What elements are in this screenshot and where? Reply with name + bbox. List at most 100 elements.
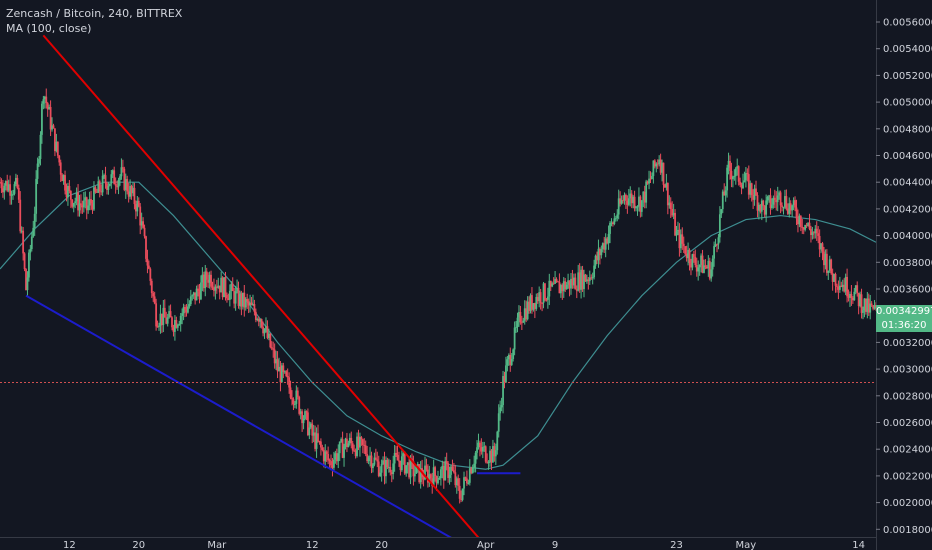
candle <box>194 292 197 305</box>
candle <box>7 179 10 193</box>
candle <box>460 490 463 503</box>
candle <box>773 189 776 208</box>
candle <box>837 280 840 300</box>
candle <box>114 177 117 194</box>
candle <box>578 263 581 293</box>
candle <box>694 249 697 268</box>
candle <box>536 293 539 304</box>
time-tick-label: Apr <box>477 540 495 550</box>
drawings-layer[interactable] <box>0 34 876 550</box>
candle <box>231 277 234 292</box>
candle <box>341 431 344 459</box>
candle <box>240 290 243 316</box>
candle <box>399 460 402 476</box>
candle <box>864 298 867 315</box>
candle <box>818 229 821 258</box>
candle <box>36 157 39 185</box>
candle <box>113 166 116 185</box>
candle <box>202 271 205 292</box>
price-tick-label: 0.00280000 <box>883 391 932 402</box>
candle <box>805 222 808 229</box>
candle <box>298 395 301 416</box>
candle <box>385 456 387 484</box>
candle <box>782 206 785 215</box>
candle <box>747 165 750 200</box>
price-axis[interactable]: 0.00180000 0.00200000 0.00220000 0.00240000… <box>876 0 932 550</box>
candle <box>701 249 704 274</box>
candle <box>684 246 687 256</box>
candle <box>304 409 306 421</box>
candle <box>282 362 285 379</box>
price-tick-label: 0.00540000 <box>883 44 932 55</box>
candle <box>623 192 626 205</box>
symbol-title[interactable]: Zencash / Bitcoin, 240, BITTREX <box>6 7 183 20</box>
price-tick-label: 0.00380000 <box>883 258 932 269</box>
candle <box>776 186 779 212</box>
candle <box>662 162 665 192</box>
candle <box>574 273 577 290</box>
candle <box>525 300 528 323</box>
candle <box>862 306 864 320</box>
candle <box>201 267 204 292</box>
candle <box>493 442 496 462</box>
candle <box>581 265 584 292</box>
candle <box>859 291 861 308</box>
candle <box>513 321 516 356</box>
candle <box>496 430 499 455</box>
candle <box>632 194 635 209</box>
candle <box>492 439 494 463</box>
indicator-label[interactable]: MA (100, close) <box>6 22 92 35</box>
candle <box>801 218 804 234</box>
candle <box>477 433 480 450</box>
candle <box>733 169 736 181</box>
candle <box>392 455 395 480</box>
candle <box>191 294 194 301</box>
candle <box>708 257 711 281</box>
candle <box>119 174 121 186</box>
candle <box>596 251 598 264</box>
candle <box>312 425 315 443</box>
candle <box>29 244 32 261</box>
candle <box>74 197 77 209</box>
candle <box>528 296 530 314</box>
candle <box>590 274 593 280</box>
candle <box>692 250 695 263</box>
candle <box>43 95 46 109</box>
candle <box>123 166 126 192</box>
candle <box>338 441 341 461</box>
time-axis[interactable]: 12 20 Mar 12 20 Apr 9 23 May 14 <box>0 537 876 550</box>
candle <box>743 171 746 183</box>
candle <box>610 218 613 227</box>
candle <box>736 158 739 176</box>
candle <box>710 262 713 282</box>
candle <box>675 225 678 242</box>
candle <box>769 188 772 215</box>
candle <box>434 465 437 482</box>
candle <box>396 445 399 461</box>
candle <box>798 213 801 228</box>
candle <box>557 280 559 283</box>
candle <box>263 328 266 339</box>
time-tick-label: 12 <box>306 540 319 550</box>
candle <box>691 253 694 271</box>
candle <box>674 209 676 237</box>
candle <box>697 260 700 281</box>
candle <box>640 200 643 217</box>
candle <box>56 141 59 159</box>
candle <box>539 288 542 310</box>
candle <box>627 189 630 207</box>
candle <box>834 272 837 293</box>
price-tick-label: 0.00240000 <box>883 445 932 456</box>
candle <box>130 184 133 200</box>
candle <box>81 200 84 214</box>
candle <box>432 459 435 487</box>
candle <box>665 173 668 191</box>
candle <box>175 316 178 329</box>
candle <box>507 353 510 366</box>
candle <box>817 226 820 244</box>
candle <box>221 276 224 300</box>
candle <box>370 451 373 474</box>
candle <box>617 189 620 220</box>
candle <box>344 437 347 450</box>
